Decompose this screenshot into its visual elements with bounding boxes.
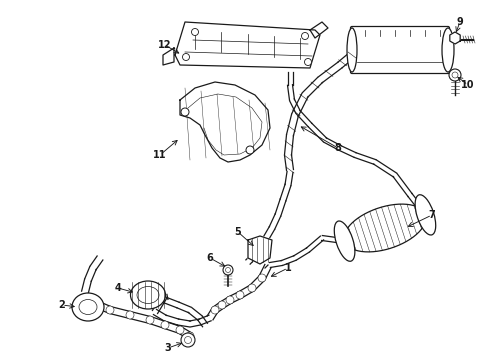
Polygon shape — [344, 204, 425, 252]
Circle shape — [181, 333, 195, 347]
Text: 6: 6 — [206, 253, 213, 263]
Circle shape — [223, 265, 232, 275]
Ellipse shape — [346, 28, 356, 72]
Circle shape — [181, 108, 189, 116]
Ellipse shape — [414, 195, 435, 235]
Circle shape — [448, 69, 460, 81]
Text: 9: 9 — [456, 17, 463, 27]
Text: 3: 3 — [164, 343, 171, 353]
Ellipse shape — [130, 281, 165, 309]
Circle shape — [210, 306, 219, 314]
Polygon shape — [175, 22, 319, 68]
Circle shape — [185, 332, 194, 340]
Circle shape — [236, 291, 244, 299]
Polygon shape — [163, 48, 174, 65]
Ellipse shape — [72, 293, 104, 321]
Circle shape — [182, 54, 189, 60]
Circle shape — [161, 321, 169, 329]
Polygon shape — [180, 82, 269, 162]
Text: 8: 8 — [334, 143, 341, 153]
Text: 10: 10 — [460, 80, 474, 90]
Circle shape — [258, 274, 265, 282]
FancyBboxPatch shape — [350, 27, 448, 73]
Ellipse shape — [137, 287, 159, 303]
Text: 5: 5 — [234, 227, 241, 237]
Circle shape — [225, 267, 230, 273]
Polygon shape — [309, 22, 327, 38]
Circle shape — [247, 284, 256, 292]
Text: 2: 2 — [59, 300, 65, 310]
Circle shape — [191, 28, 198, 36]
Ellipse shape — [441, 28, 453, 72]
Circle shape — [176, 326, 183, 334]
Circle shape — [304, 58, 311, 66]
Circle shape — [225, 296, 234, 304]
Text: 1: 1 — [284, 263, 291, 273]
Ellipse shape — [79, 300, 97, 315]
Circle shape — [245, 146, 253, 154]
Ellipse shape — [334, 221, 354, 261]
Circle shape — [146, 316, 154, 324]
Circle shape — [184, 337, 191, 343]
Circle shape — [451, 72, 457, 78]
Circle shape — [126, 311, 134, 319]
Polygon shape — [247, 236, 271, 264]
Text: 11: 11 — [153, 150, 166, 160]
Circle shape — [106, 306, 114, 314]
Text: 12: 12 — [158, 40, 171, 50]
Circle shape — [301, 32, 308, 40]
Polygon shape — [449, 32, 459, 44]
Circle shape — [218, 301, 225, 309]
Text: 4: 4 — [114, 283, 121, 293]
Text: 7: 7 — [428, 210, 434, 220]
